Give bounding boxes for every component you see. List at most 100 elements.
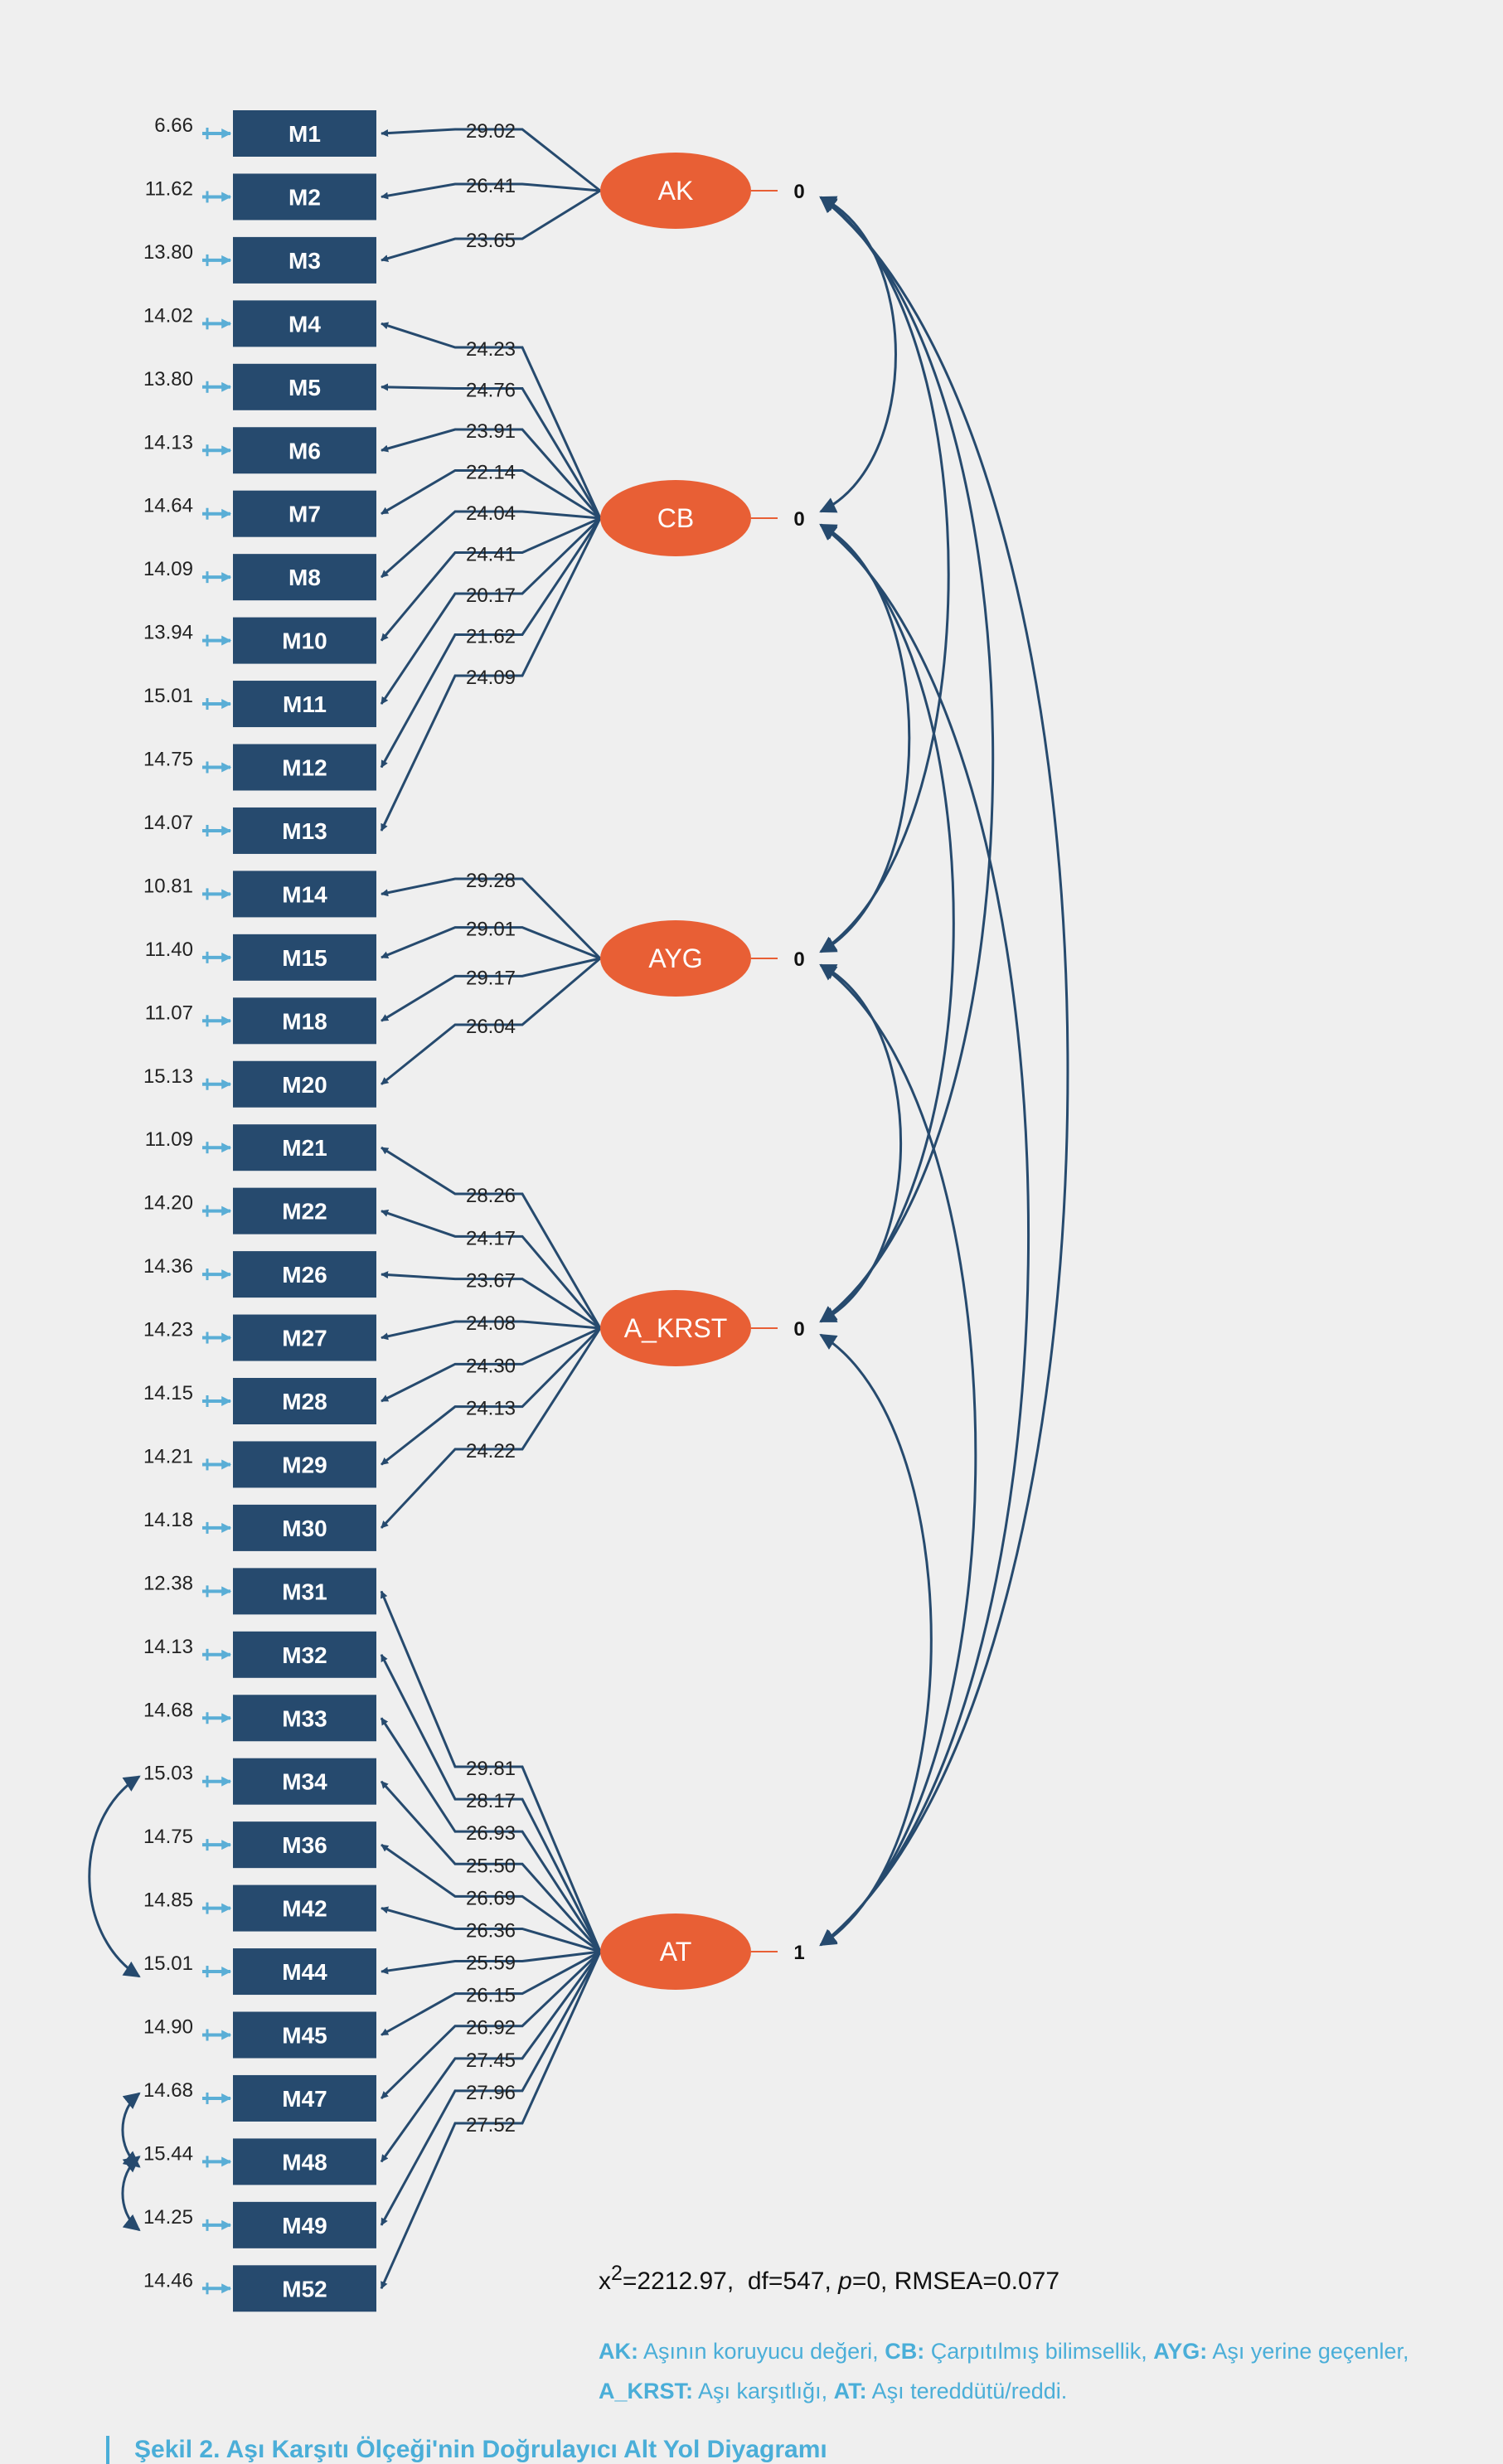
error-value-m49: 14.25	[143, 2206, 193, 2229]
factor-covariance-ak-cb	[819, 196, 897, 513]
factor-ellipse-ak	[600, 153, 751, 229]
factor-covariance-ak-a-krst	[819, 196, 995, 1323]
error-value-m22: 14.20	[143, 1192, 193, 1215]
indicator-label-m31: M31	[282, 1579, 327, 1604]
indicator-box-m30	[233, 1504, 376, 1551]
factor-ellipse-ayg	[600, 920, 751, 997]
indicator-box-m6	[233, 427, 376, 474]
indicator-box-m47	[233, 2074, 376, 2122]
legend-text-at: Aşı tereddütü/reddi.	[871, 2379, 1068, 2403]
loading-value-at-m32: 28.17	[466, 1790, 516, 1812]
loading-path-cb-m12	[380, 517, 602, 769]
df-value: df=547,	[747, 2268, 831, 2295]
loading-path-ayg-m20	[381, 957, 601, 1085]
loading-path-cb-m6	[381, 428, 602, 519]
loading-path-cb-m11	[380, 517, 602, 705]
error-value-m3: 13.80	[143, 241, 193, 264]
indicator-box-m36	[233, 1821, 376, 1869]
loading-path-cb-m4	[381, 322, 602, 519]
indicator-box-m28	[233, 1378, 376, 1424]
loading-path-at-m48	[380, 1951, 602, 2163]
abbreviation-legend: AK: Aşının koruyucu değeri, CB: Çarpıtıl…	[599, 2331, 1477, 2411]
loading-value-at-m52: 27.52	[466, 2114, 516, 2137]
indicator-label-m49: M49	[282, 2213, 327, 2238]
loading-path-at-m36	[381, 1843, 601, 1953]
indicator-label-m42: M42	[282, 1896, 327, 1922]
loading-value-a-krst-m29: 24.13	[466, 1398, 516, 1420]
error-value-m34: 15.03	[143, 1763, 193, 1785]
error-value-m48: 15.44	[143, 2142, 193, 2165]
error-value-m29: 14.21	[143, 1445, 193, 1467]
error-value-m33: 14.68	[143, 1699, 193, 1721]
loading-path-a-krst-m26	[381, 1271, 601, 1330]
indicator-box-m1	[233, 110, 376, 157]
error-covariance-m34-m44	[88, 1775, 141, 1978]
indicator-label-m11: M11	[283, 691, 327, 717]
loading-value-at-m34: 25.50	[466, 1855, 516, 1877]
loading-value-a-krst-m27: 24.08	[466, 1312, 516, 1335]
indicator-label-m21: M21	[282, 1135, 327, 1161]
legend-abbr-ak: AK:	[599, 2339, 638, 2364]
variance-value-ak: 0	[793, 181, 804, 203]
error-value-m20: 15.13	[143, 1065, 193, 1088]
p-label: p	[838, 2268, 852, 2295]
indicator-box-m48	[233, 2138, 376, 2185]
indicator-label-m12: M12	[282, 755, 327, 781]
factor-covariance-cb-a-krst	[819, 523, 955, 1323]
indicator-label-m48: M48	[282, 2149, 327, 2175]
factor-label-ak: AK	[658, 176, 694, 206]
loading-value-cb-m8: 24.04	[466, 502, 516, 525]
loading-value-at-m42: 26.36	[466, 1919, 516, 1942]
factor-covariance-a-krst-at	[819, 1333, 933, 1947]
error-value-m26: 14.36	[143, 1255, 193, 1278]
variance-value-ayg: 0	[793, 948, 804, 971]
loading-value-ayg-m20: 26.04	[466, 1016, 516, 1038]
loading-path-at-m31	[380, 1590, 602, 1952]
loading-path-ak-m2	[381, 182, 601, 200]
indicator-label-m27: M27	[282, 1326, 327, 1351]
loading-value-ayg-m15: 29.01	[466, 919, 516, 941]
chi-value: =2212.97,	[622, 2268, 735, 2295]
error-value-m18: 11.07	[145, 1002, 193, 1024]
loading-path-cb-m8	[381, 510, 601, 579]
indicator-label-m15: M15	[282, 945, 327, 971]
loading-path-at-m34	[380, 1780, 602, 1952]
legend-abbr-ayg: AYG:	[1153, 2339, 1208, 2364]
indicator-box-m31	[233, 1568, 376, 1615]
indicator-box-m13	[233, 807, 376, 854]
indicator-label-m4: M4	[288, 311, 321, 337]
indicator-label-m28: M28	[282, 1389, 327, 1414]
loading-path-at-m52	[380, 1951, 602, 2290]
indicator-label-m34: M34	[282, 1769, 327, 1795]
loading-value-at-m33: 26.93	[466, 1822, 516, 1845]
error-value-m30: 14.18	[143, 1509, 193, 1531]
loading-path-ayg-m18	[381, 957, 601, 1022]
figure-caption: Şekil 2. Aşı Karşıtı Ölçeği'nin Doğrulay…	[106, 2436, 827, 2464]
error-covariance-m47-m48	[121, 2092, 141, 2168]
indicator-box-m20	[233, 1060, 376, 1108]
loading-path-a-krst-m28	[381, 1327, 601, 1403]
loading-value-ak-m3: 23.65	[466, 230, 516, 252]
indicator-box-m11	[233, 681, 376, 728]
error-value-m32: 14.13	[143, 1636, 193, 1658]
error-value-m8: 14.09	[143, 558, 193, 580]
error-value-m47: 14.68	[143, 2079, 193, 2102]
indicator-box-m8	[233, 554, 376, 601]
loading-value-a-krst-m28: 24.30	[466, 1355, 516, 1377]
error-value-m44: 15.01	[143, 1952, 193, 1975]
loading-value-cb-m6: 23.91	[466, 420, 516, 443]
loading-value-ak-m2: 26.41	[466, 175, 516, 197]
loading-value-cb-m11: 20.17	[466, 584, 516, 607]
indicator-box-m45	[233, 2011, 376, 2059]
loading-value-cb-m13: 24.09	[466, 667, 516, 689]
indicator-box-m3	[233, 236, 376, 284]
indicator-label-m3: M3	[288, 248, 321, 274]
indicator-box-m10	[233, 617, 376, 664]
loading-value-a-krst-m21: 28.26	[466, 1185, 516, 1207]
loading-path-cb-m7	[381, 469, 601, 520]
loading-value-at-m44: 25.59	[466, 1952, 516, 1975]
factor-covariance-ak-at	[819, 196, 1069, 1947]
error-value-m13: 14.07	[143, 812, 193, 834]
factor-label-ayg: AYG	[648, 943, 702, 973]
loading-path-ayg-m14	[381, 877, 602, 960]
